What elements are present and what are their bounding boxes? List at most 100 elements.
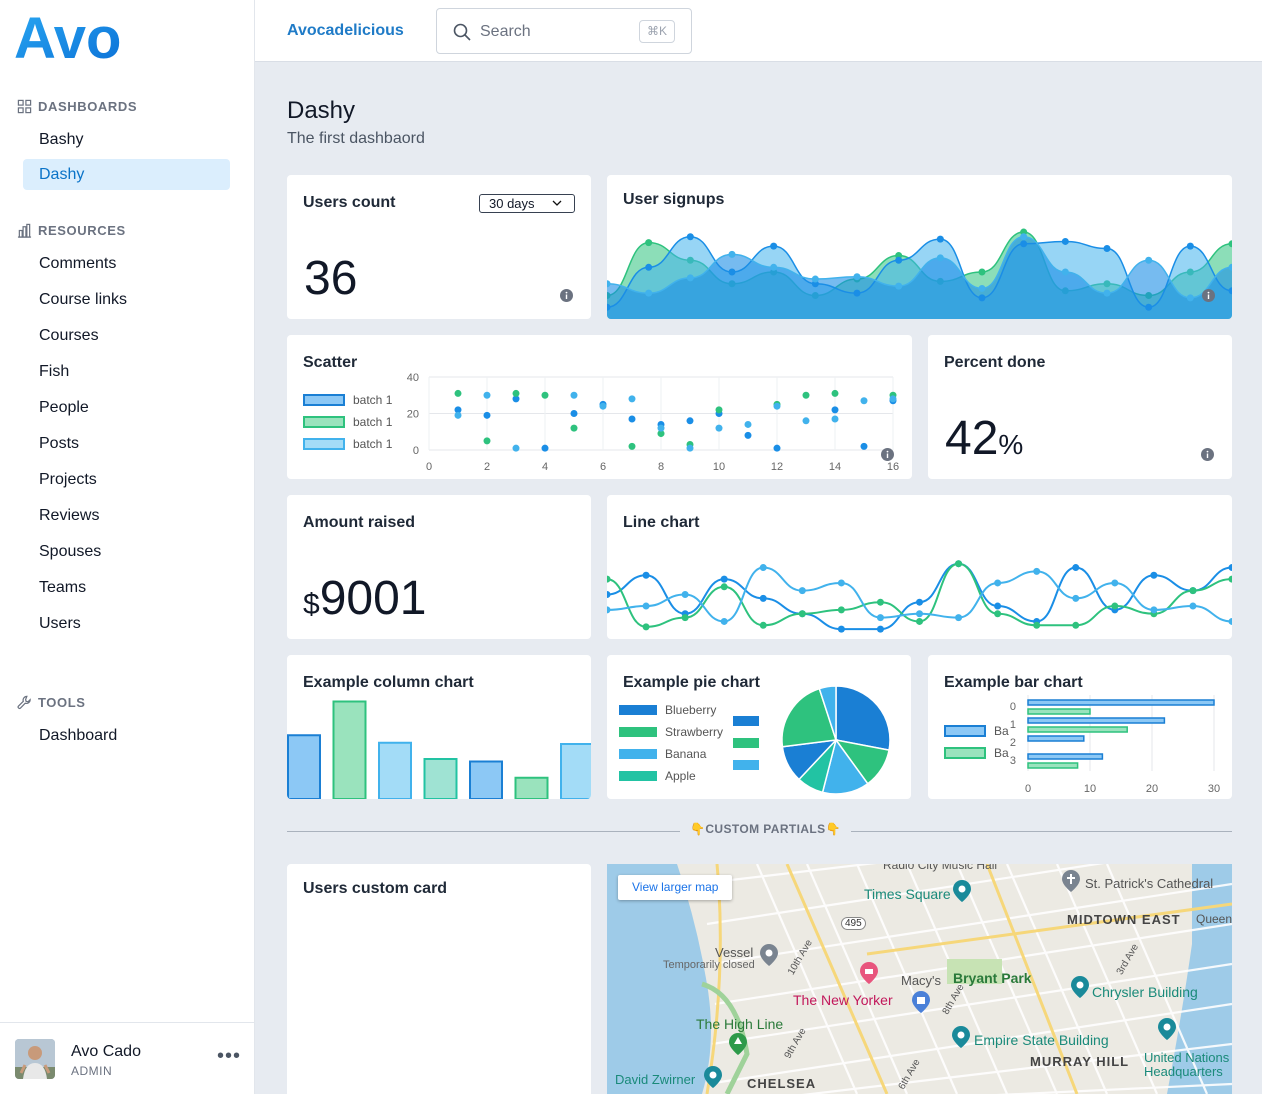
sidebar-item-teams[interactable]: Teams <box>39 579 87 596</box>
area-line <box>607 235 1232 299</box>
map-embed[interactable]: View larger map Radio City Music Hall Ti… <box>607 864 1232 1094</box>
data-point <box>642 602 650 610</box>
data-point <box>916 617 923 625</box>
map-label: Queen <box>1196 912 1232 926</box>
sidebar-item-courses[interactable]: Courses <box>39 327 99 344</box>
card-title: Users custom card <box>303 880 448 897</box>
sidebar-item-fish[interactable]: Fish <box>39 363 70 380</box>
legend-item[interactable]: Ba <box>944 724 1009 738</box>
info-icon[interactable] <box>881 448 894 461</box>
sidebar-item-comments[interactable]: Comments <box>39 255 117 272</box>
data-point <box>837 606 845 614</box>
data-point <box>895 282 903 290</box>
scatter-point <box>628 442 636 450</box>
legend-item[interactable]: Strawberry <box>619 725 723 739</box>
amount-raised-value: $9001 <box>303 571 426 626</box>
sidebar-item-users[interactable]: Users <box>39 615 81 632</box>
data-point <box>811 275 819 283</box>
sidebar-item-reviews[interactable]: Reviews <box>39 507 100 524</box>
legend-swatch <box>733 738 759 748</box>
y-tick-label: 0 <box>413 445 419 457</box>
x-tick-label: 10 <box>713 461 725 473</box>
info-icon[interactable] <box>1202 289 1215 302</box>
legend-item[interactable]: Banana <box>619 747 706 761</box>
scatter-point <box>831 406 839 414</box>
scatter-point <box>541 391 549 399</box>
info-icon[interactable] <box>1201 448 1214 461</box>
card-title: Example column chart <box>303 674 474 691</box>
bar <box>1027 735 1085 742</box>
park-pin-icon[interactable] <box>729 1033 747 1055</box>
map-background <box>607 864 1232 1094</box>
place-pin-icon[interactable] <box>760 944 778 966</box>
data-point <box>798 610 806 618</box>
sidebar-item-posts[interactable]: Posts <box>39 435 80 452</box>
data-point <box>607 591 611 598</box>
legend-item[interactable]: batch 1 <box>303 393 392 407</box>
data-point <box>1150 606 1158 614</box>
map-label: Vessel <box>715 945 754 960</box>
bar <box>1027 717 1166 724</box>
data-point <box>1103 289 1111 297</box>
user-name: Avo Cado <box>71 1043 141 1060</box>
scatter-point <box>744 431 752 439</box>
percent-unit: % <box>998 429 1024 460</box>
currency-prefix: $ <box>303 588 320 621</box>
legend-item[interactable]: batch 1 <box>303 415 392 429</box>
line-chart <box>607 560 1232 633</box>
scatter-point <box>541 444 549 452</box>
data-point <box>720 575 728 583</box>
camera-pin-icon[interactable] <box>1158 1018 1176 1040</box>
search-placeholder: Search <box>480 23 531 40</box>
sidebar-item-course-links[interactable]: Course links <box>39 291 128 308</box>
data-point <box>1033 567 1041 575</box>
search-input[interactable]: Search ⌘K <box>436 8 692 54</box>
data-point <box>876 614 884 622</box>
y-tick-label: 1 <box>1010 719 1016 731</box>
y-tick-label: 0 <box>1010 701 1016 713</box>
hotel-pin-icon[interactable] <box>860 962 878 984</box>
camera-pin-icon[interactable] <box>704 1066 722 1088</box>
data-point <box>1061 268 1069 276</box>
sidebar-item-people[interactable]: People <box>39 399 89 416</box>
camera-pin-icon[interactable] <box>953 880 971 902</box>
data-point <box>759 564 767 572</box>
legend-item[interactable]: batch 1 <box>303 437 392 451</box>
camera-pin-icon[interactable] <box>1071 976 1089 998</box>
sidebar-item-bashy[interactable]: Bashy <box>39 131 84 148</box>
camera-pin-icon[interactable] <box>952 1026 970 1048</box>
app-name-link[interactable]: Avocadelicious <box>287 22 404 39</box>
wrench-icon <box>17 695 31 709</box>
shopping-pin-icon[interactable] <box>912 991 930 1013</box>
legend-item[interactable]: Blueberry <box>619 703 716 717</box>
svg-text:Avo: Avo <box>14 12 121 64</box>
column-bar <box>332 700 367 799</box>
sidebar-item-dashy[interactable]: Dashy <box>23 159 230 190</box>
data-point <box>645 239 653 247</box>
data-point <box>837 625 845 633</box>
info-icon[interactable] <box>560 289 573 302</box>
sidebar-item-dashboard[interactable]: Dashboard <box>39 727 118 744</box>
sidebar-item-projects[interactable]: Projects <box>39 471 97 488</box>
scatter-point <box>628 415 636 423</box>
legend-item[interactable]: Ba <box>944 746 1009 760</box>
range-select[interactable]: 30 days <box>479 194 575 213</box>
view-larger-map-button[interactable]: View larger map <box>618 875 733 900</box>
legend-item[interactable]: Apple <box>619 769 696 783</box>
data-point <box>686 233 694 241</box>
church-pin-icon[interactable] <box>1062 870 1080 892</box>
data-point <box>978 268 986 276</box>
card-title: Users count <box>303 194 396 211</box>
search-shortcut: ⌘K <box>639 20 675 43</box>
custom-partials-label: 👇CUSTOM PARTIALS👇 <box>680 822 851 836</box>
user-menu-button[interactable]: ••• <box>217 1045 242 1067</box>
avo-logo[interactable]: Avo <box>14 6 132 71</box>
data-point <box>1189 587 1197 595</box>
sidebar-item-spouses[interactable]: Spouses <box>39 543 102 560</box>
avatar[interactable] <box>15 1039 55 1079</box>
percent-done-value: 42% <box>945 411 1023 466</box>
scatter-point <box>512 444 520 452</box>
scatter-point <box>512 389 520 397</box>
data-point <box>1061 237 1069 245</box>
scatter-point <box>483 391 491 399</box>
